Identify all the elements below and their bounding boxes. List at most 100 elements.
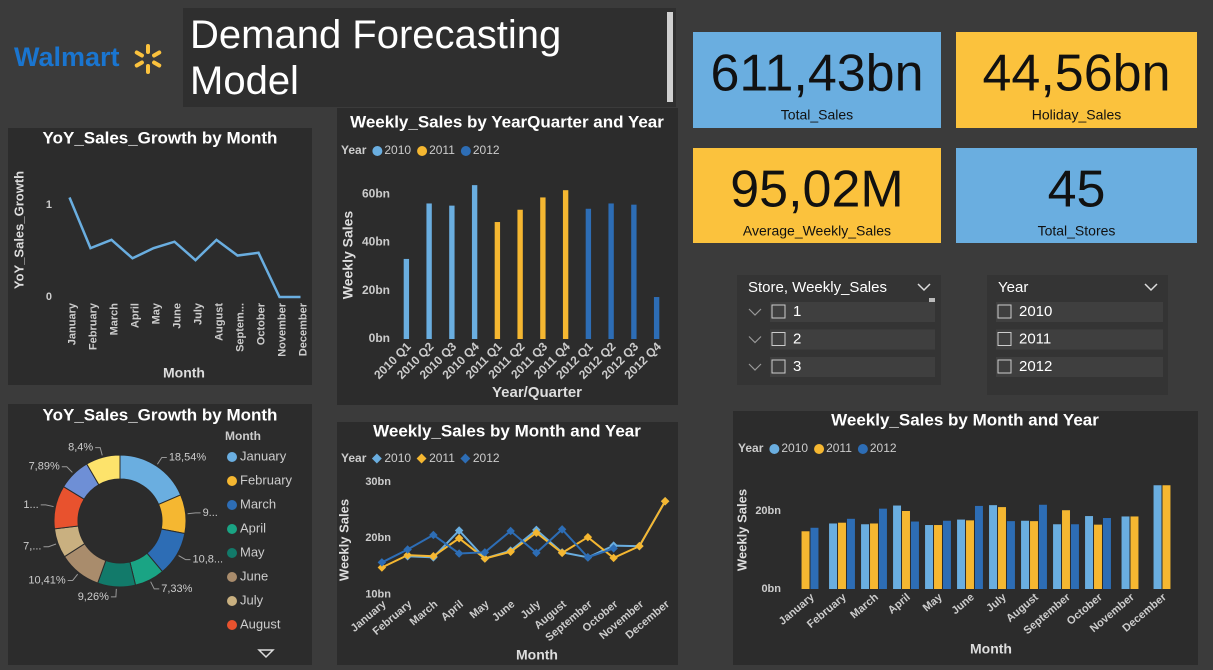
kpi-card [693,148,941,243]
line-marker [506,526,515,536]
y-axis-title: Weekly Sales [336,499,351,581]
line-marker [454,526,464,535]
slicer-row [770,302,935,322]
bar [1070,524,1079,589]
kpi-card [956,32,1197,128]
slicer-row [996,329,1163,350]
x-tick-label: March [108,303,120,336]
x-tick-label: November [276,302,288,357]
x-axis-title: Month [516,647,558,663]
data-label: 9... [203,507,218,519]
leader-line [95,447,103,456]
bar [966,520,974,589]
x-tick-label: August [213,303,225,341]
bar [1006,521,1015,589]
line-marker [660,497,670,506]
bar [1162,485,1171,589]
legend-title: Year [341,451,367,465]
x-tick-label: June [171,303,183,329]
bar [449,205,455,339]
bar [403,258,410,339]
expand-chevron[interactable] [748,336,762,344]
line-marker [454,534,464,543]
x-tick-label: October [255,302,267,345]
y-tick-label: 30bn [365,476,391,488]
legend-marker [769,444,780,454]
y-tick-label: 60bn [362,186,390,200]
bar [810,527,819,589]
slicer-dropdown[interactable] [1144,283,1158,292]
bar [1038,504,1047,589]
y-tick-label: 20bn [362,283,390,297]
line-marker [429,552,438,561]
bar [540,197,546,339]
slicer-item: 1 [793,303,801,320]
line-marker [377,558,387,567]
legend-label: October [240,664,287,670]
leader-line [110,588,117,598]
y-tick-label: 1 [46,199,52,211]
chart-panel [337,108,678,405]
bar [974,505,983,589]
y-axis-title: Weekly Sales [340,211,356,300]
scrollbar[interactable] [667,12,673,102]
bar [1102,518,1111,589]
legend-marker [416,453,427,464]
slicer-item: 2012 [1019,358,1052,375]
bar [893,505,902,589]
bar [878,508,887,589]
chart-title: YoY_Sales_Growth by Month [43,128,278,147]
bar [1062,510,1070,589]
checkbox[interactable] [771,304,786,319]
x-axis-title: Month [163,365,205,381]
x-tick-label: December [297,302,309,356]
slicer-dropdown[interactable] [917,283,931,292]
chart-title: Weekly_Sales by Month and Year [831,410,1099,429]
bar [1121,516,1130,589]
expand-chevron[interactable] [748,363,762,371]
legend-marker [371,453,382,464]
line-marker [609,544,618,553]
x-tick-label: April [129,303,141,328]
legend-label: 2012 [473,451,500,465]
bar [829,523,838,589]
bar [562,190,569,339]
bar [426,203,432,339]
checkbox[interactable] [771,332,786,346]
checkbox[interactable] [997,359,1012,374]
line-marker [480,554,490,563]
legend-marker [227,452,237,462]
line-marker [532,548,541,558]
bar [653,297,660,339]
logo-text: Walmart [14,42,120,72]
kpi-card [956,148,1197,243]
legend-scroll-down[interactable] [257,649,275,659]
line-marker [403,550,412,560]
bar [934,525,942,589]
y-tick-label: 0 [46,291,52,303]
series-line [381,527,614,564]
line-marker [377,563,387,572]
checkbox[interactable] [997,304,1012,319]
checkbox[interactable] [771,359,786,374]
checkbox[interactable] [997,332,1012,346]
legend-marker [857,444,868,454]
line-marker [583,553,593,562]
slicer-row [996,302,1163,322]
legend-marker [227,596,237,606]
legend-marker [417,146,428,156]
slicer-title: Year [998,279,1028,296]
slicer-item: 2011 [1019,330,1051,347]
bar [870,523,878,589]
legend-label: 2010 [781,441,808,455]
bar [838,522,846,589]
legend-marker [460,453,471,464]
legend-label: April [240,520,266,535]
legend-label: 2011 [429,143,455,157]
data-label: 9,26% [78,591,109,603]
slicer-row [996,357,1163,377]
expand-chevron[interactable] [748,308,762,316]
slicer-title: Store, Weekly_Sales [748,279,887,296]
slicer-item: 2 [793,330,801,347]
